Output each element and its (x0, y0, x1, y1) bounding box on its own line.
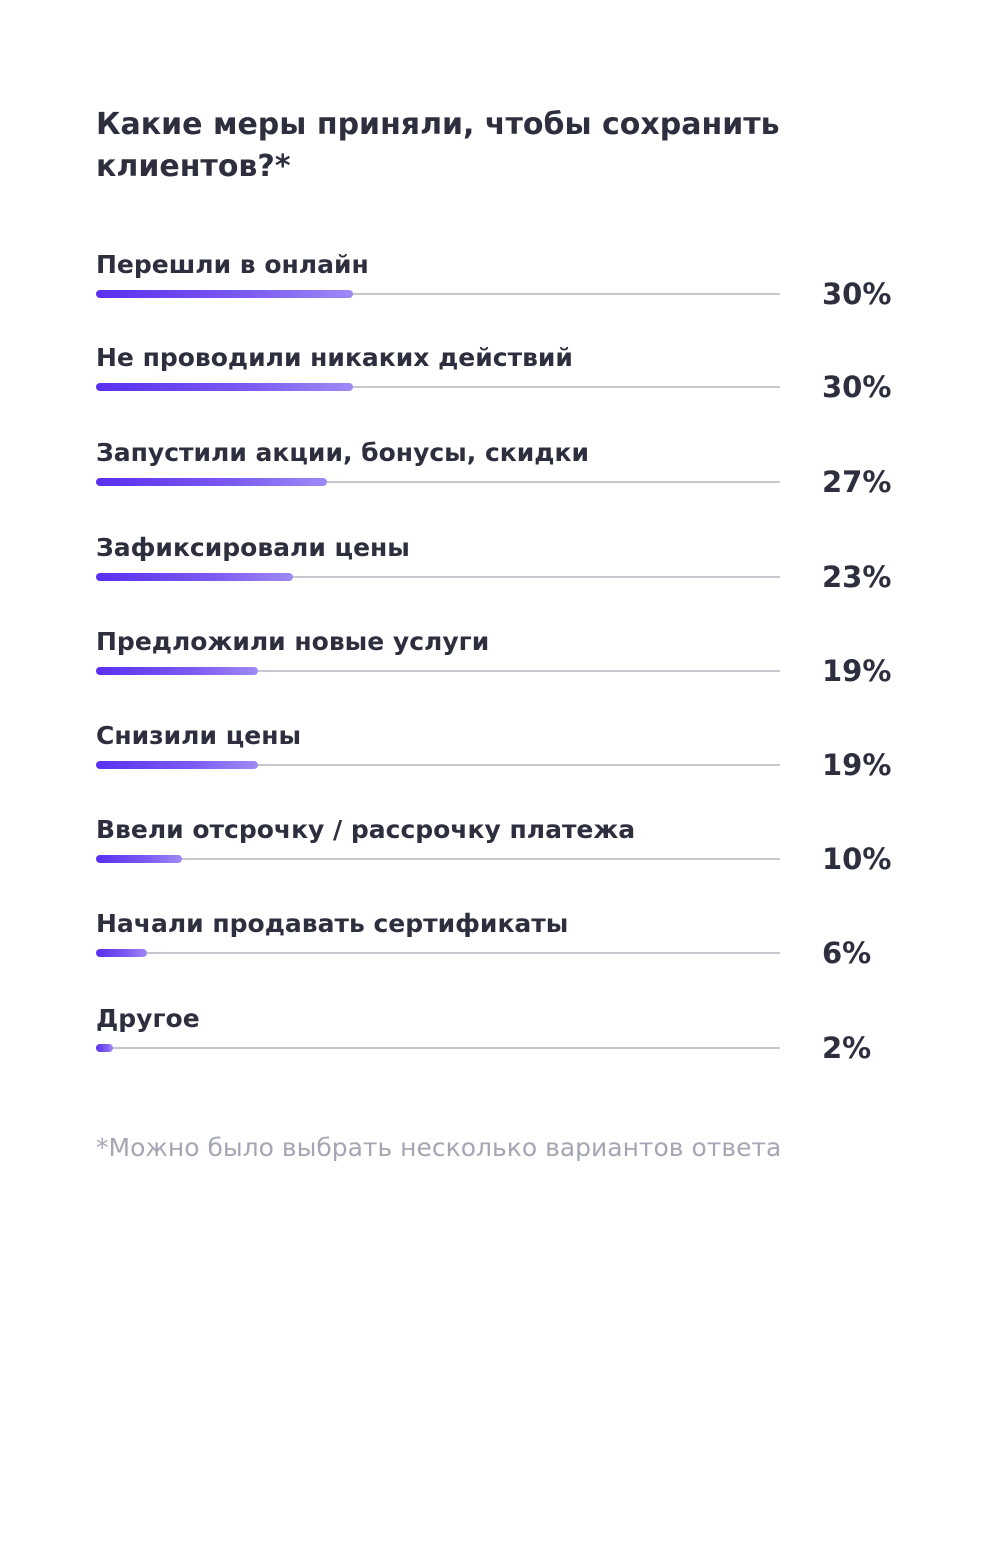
bar (96, 1044, 114, 1052)
value-label: 30% (822, 277, 892, 311)
bar-track (96, 952, 780, 954)
bar (96, 855, 182, 863)
chart-row: Запустили акции, бонусы, скидки 27% (96, 438, 916, 508)
bar-track (96, 858, 780, 860)
value-label: 23% (822, 560, 892, 594)
category-label: Другое (96, 1004, 200, 1033)
category-label: Зафиксировали цены (96, 533, 410, 562)
chart-row: Не проводили никаких действий 30% (96, 343, 916, 413)
chart-row: Зафиксировали цены 23% (96, 533, 916, 603)
bar-track (96, 1047, 780, 1049)
value-label: 19% (822, 748, 892, 782)
bar (96, 949, 148, 957)
value-label: 19% (822, 654, 892, 688)
footnote: *Можно было выбрать несколько вариантов … (96, 1133, 782, 1162)
category-label: Ввели отсрочку / рассрочку платежа (96, 815, 636, 844)
category-label: Перешли в онлайн (96, 250, 369, 279)
chart-row: Предложили новые услуги 19% (96, 627, 916, 697)
chart-title: Какие меры приняли, чтобы сохранить клие… (96, 107, 780, 184)
bar-track (96, 293, 780, 295)
bar (96, 383, 353, 391)
value-label: 10% (822, 842, 892, 876)
value-label: 27% (822, 465, 892, 499)
bar (96, 667, 259, 675)
bar-track (96, 481, 780, 483)
chart-row: Ввели отсрочку / рассрочку платежа 10% (96, 815, 916, 885)
chart-row: Снизили цены 19% (96, 721, 916, 791)
bar-track (96, 764, 780, 766)
chart-row: Начали продавать сертификаты 6% (96, 909, 916, 979)
bar-track (96, 386, 780, 388)
chart-row: Другое 2% (96, 1004, 916, 1074)
category-label: Предложили новые услуги (96, 627, 490, 656)
category-label: Снизили цены (96, 721, 302, 750)
value-label: 2% (822, 1031, 872, 1065)
category-label: Начали продавать сертификаты (96, 909, 569, 938)
bar (96, 478, 327, 486)
category-label: Не проводили никаких действий (96, 343, 573, 372)
bar (96, 290, 353, 298)
bar (96, 761, 259, 769)
value-label: 6% (822, 936, 872, 970)
category-label: Запустили акции, бонусы, скидки (96, 438, 589, 467)
bar-track (96, 670, 780, 672)
bar (96, 573, 293, 581)
bar-track (96, 576, 780, 578)
chart-row: Перешли в онлайн 30% (96, 250, 916, 320)
value-label: 30% (822, 370, 892, 404)
